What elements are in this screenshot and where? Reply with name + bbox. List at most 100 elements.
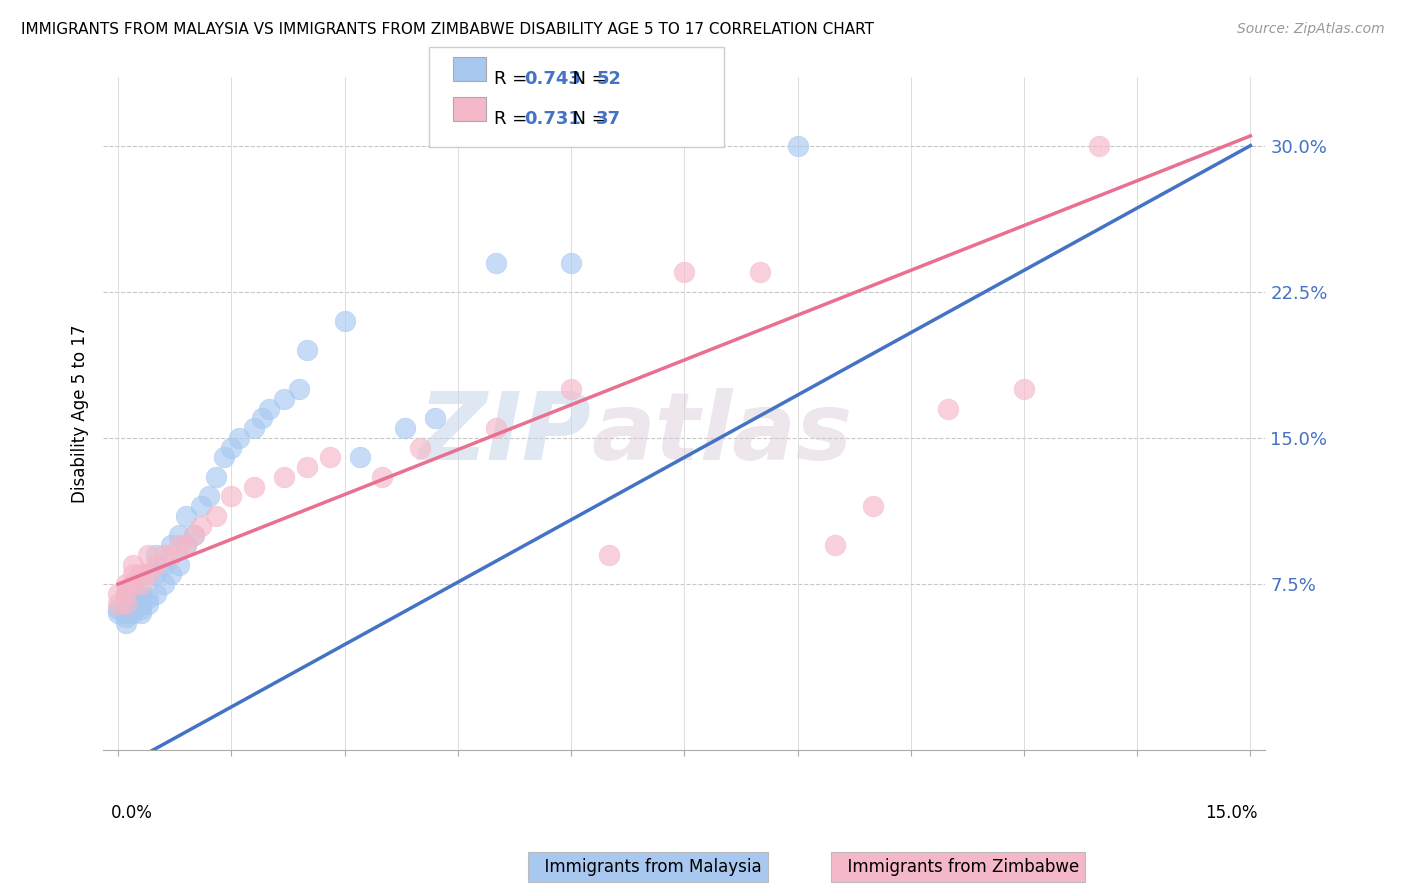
Point — [145, 548, 167, 562]
Text: 0.743: 0.743 — [524, 70, 581, 87]
Point — [409, 441, 432, 455]
Point — [318, 450, 340, 465]
Text: R =: R = — [494, 110, 533, 128]
Point — [673, 265, 696, 279]
Text: Source: ZipAtlas.com: Source: ZipAtlas.com — [1237, 22, 1385, 37]
Text: 37: 37 — [596, 110, 621, 128]
Point — [824, 538, 846, 552]
Point — [138, 597, 160, 611]
Point — [152, 548, 174, 562]
Point — [786, 138, 808, 153]
Point — [205, 508, 228, 523]
Point — [243, 421, 266, 435]
Text: ZIP: ZIP — [419, 388, 592, 480]
Point — [560, 255, 582, 269]
Point — [295, 460, 318, 475]
Point — [295, 343, 318, 358]
Point — [114, 587, 136, 601]
Point — [160, 567, 183, 582]
Point — [250, 411, 273, 425]
Point — [174, 508, 197, 523]
Point — [122, 607, 145, 621]
Text: N =: N = — [561, 70, 613, 87]
Text: Immigrants from Malaysia: Immigrants from Malaysia — [534, 858, 762, 876]
Point — [138, 567, 160, 582]
Point — [167, 538, 190, 552]
Point — [145, 587, 167, 601]
Point — [560, 382, 582, 396]
Point — [129, 597, 152, 611]
Point — [122, 597, 145, 611]
Text: IMMIGRANTS FROM MALAYSIA VS IMMIGRANTS FROM ZIMBABWE DISABILITY AGE 5 TO 17 CORR: IMMIGRANTS FROM MALAYSIA VS IMMIGRANTS F… — [21, 22, 875, 37]
Point — [114, 597, 136, 611]
Point — [122, 602, 145, 616]
Point — [160, 538, 183, 552]
Text: 52: 52 — [596, 70, 621, 87]
Point — [167, 558, 190, 572]
Point — [145, 558, 167, 572]
Point — [114, 577, 136, 591]
Point — [129, 602, 152, 616]
Point — [1088, 138, 1111, 153]
Point — [122, 567, 145, 582]
Point — [190, 518, 212, 533]
Point — [174, 538, 197, 552]
Y-axis label: Disability Age 5 to 17: Disability Age 5 to 17 — [72, 325, 89, 503]
Point — [228, 431, 250, 445]
Point — [114, 610, 136, 624]
Point — [107, 607, 129, 621]
Point — [129, 607, 152, 621]
Point — [174, 538, 197, 552]
Point — [190, 499, 212, 513]
Point — [349, 450, 371, 465]
Point — [273, 392, 295, 406]
Point — [114, 607, 136, 621]
Point — [212, 450, 235, 465]
Point — [598, 548, 620, 562]
Point — [221, 490, 243, 504]
Point — [114, 587, 136, 601]
Point — [138, 567, 160, 582]
Point — [114, 616, 136, 631]
Point — [129, 567, 152, 582]
Point — [114, 602, 136, 616]
Point — [1012, 382, 1035, 396]
Point — [205, 470, 228, 484]
Point — [138, 548, 160, 562]
Point — [485, 421, 508, 435]
Point — [129, 577, 152, 591]
Point — [938, 401, 960, 416]
Point — [273, 470, 295, 484]
Point — [107, 587, 129, 601]
Point — [183, 528, 205, 542]
Point — [122, 587, 145, 601]
Point — [138, 591, 160, 605]
Point — [114, 591, 136, 605]
Point — [152, 558, 174, 572]
Point — [167, 528, 190, 542]
Point — [107, 602, 129, 616]
Text: Immigrants from Zimbabwe: Immigrants from Zimbabwe — [837, 858, 1078, 876]
Point — [288, 382, 311, 396]
Point — [485, 255, 508, 269]
Point — [221, 441, 243, 455]
Point — [122, 558, 145, 572]
Point — [862, 499, 884, 513]
Point — [394, 421, 416, 435]
Text: atlas: atlas — [592, 388, 852, 480]
Point — [425, 411, 447, 425]
Point — [183, 528, 205, 542]
Point — [198, 490, 221, 504]
Text: N =: N = — [561, 110, 613, 128]
Text: 0.0%: 0.0% — [111, 805, 153, 822]
Point — [243, 480, 266, 494]
Text: 15.0%: 15.0% — [1205, 805, 1258, 822]
Text: R =: R = — [494, 70, 533, 87]
Point — [114, 597, 136, 611]
Point — [371, 470, 394, 484]
Point — [160, 548, 183, 562]
Text: 0.731: 0.731 — [524, 110, 581, 128]
Point — [152, 577, 174, 591]
Point — [748, 265, 770, 279]
Point — [145, 567, 167, 582]
